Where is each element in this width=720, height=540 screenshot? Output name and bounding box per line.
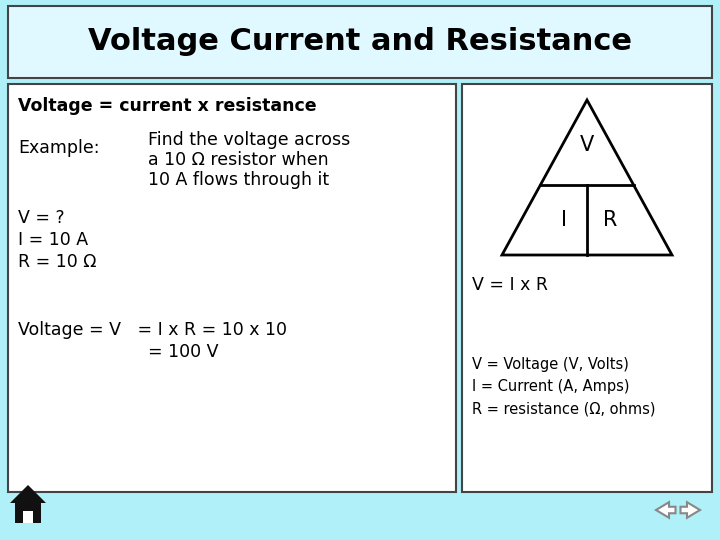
Text: I = 10 A: I = 10 A [18,231,88,249]
Text: V = ?: V = ? [18,209,65,227]
Polygon shape [656,502,675,518]
Text: = 100 V: = 100 V [148,343,218,361]
Text: V = Voltage (V, Volts): V = Voltage (V, Volts) [472,357,629,373]
Text: V = I x R: V = I x R [472,276,548,294]
Text: Find the voltage across: Find the voltage across [148,131,350,149]
Text: Voltage Current and Resistance: Voltage Current and Resistance [88,28,632,57]
FancyBboxPatch shape [8,84,456,492]
Text: a 10 Ω resistor when: a 10 Ω resistor when [148,151,328,169]
Text: I: I [561,210,567,230]
Polygon shape [10,485,46,503]
Bar [23,511,33,523]
Polygon shape [502,100,672,255]
Text: V: V [580,134,594,154]
Text: R: R [603,210,618,230]
Text: Voltage = V   = I x R = 10 x 10: Voltage = V = I x R = 10 x 10 [18,321,287,339]
FancyBboxPatch shape [462,84,712,492]
Text: Example:: Example: [18,139,99,157]
Polygon shape [680,502,700,518]
Text: 10 A flows through it: 10 A flows through it [148,171,329,189]
Text: Voltage = current x resistance: Voltage = current x resistance [18,97,317,115]
FancyBboxPatch shape [8,6,712,78]
Text: R = 10 Ω: R = 10 Ω [18,253,96,271]
Bar [15,501,41,523]
Text: R = resistance (Ω, ohms): R = resistance (Ω, ohms) [472,402,655,416]
Text: I = Current (A, Amps): I = Current (A, Amps) [472,380,629,395]
